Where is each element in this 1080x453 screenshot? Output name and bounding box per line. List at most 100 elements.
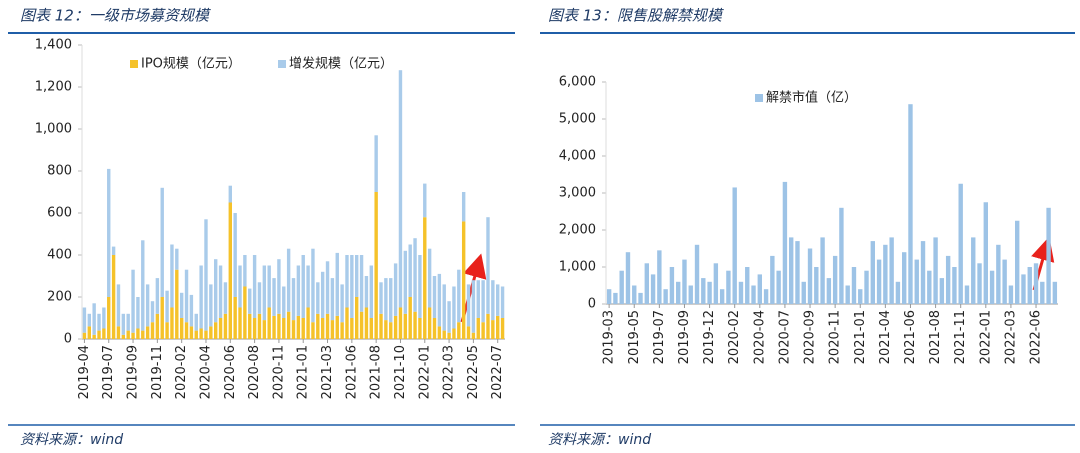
bar [228, 202, 232, 339]
x-tick-label: 2020-09 [803, 310, 818, 364]
bar [286, 248, 291, 312]
bar [807, 248, 813, 304]
bar [233, 213, 237, 297]
bar [316, 313, 320, 339]
bar [442, 284, 446, 331]
x-tick-label: 2020-02 [727, 310, 742, 364]
bar [248, 288, 252, 314]
bar [751, 285, 756, 304]
bar [496, 284, 500, 316]
bar [87, 313, 91, 327]
legend-label: IPO规模（亿元） [141, 57, 241, 72]
bar [851, 267, 857, 304]
x-tick-label: 2021-10 [393, 345, 408, 399]
bar [369, 265, 373, 318]
bar [389, 322, 393, 339]
bar [126, 313, 130, 331]
bar [452, 328, 456, 339]
x-tick-label: 2020-06 [223, 345, 238, 399]
bar [461, 192, 466, 222]
bar [252, 318, 257, 339]
bar [650, 274, 656, 304]
bar [858, 289, 863, 304]
x-tick-label: 2020-02 [174, 345, 189, 399]
bar [204, 219, 208, 331]
bar [82, 307, 87, 333]
bar [272, 315, 276, 339]
bar [1002, 259, 1007, 304]
y-tick-label: 200 [47, 290, 72, 305]
bar [345, 255, 349, 308]
bar [901, 252, 907, 304]
bar [379, 313, 383, 339]
bar [267, 307, 271, 339]
bar [1033, 263, 1039, 304]
bar [820, 237, 825, 304]
bar [170, 244, 174, 308]
y-tick-label: 400 [47, 248, 72, 263]
bar [496, 315, 500, 339]
bar [238, 307, 242, 339]
bar [442, 330, 446, 339]
bar [355, 297, 359, 339]
bar [179, 292, 184, 318]
bar [814, 267, 819, 304]
bar [116, 284, 121, 327]
bar [413, 311, 417, 339]
bar [638, 292, 643, 304]
bar [145, 284, 150, 327]
bar [457, 322, 461, 339]
bar [933, 237, 938, 304]
bar [983, 202, 989, 304]
bar [466, 326, 471, 339]
bar [257, 282, 262, 314]
x-tick-label: 2022-01 [417, 345, 432, 399]
bar [476, 280, 480, 318]
bar [296, 265, 301, 316]
bar [669, 267, 675, 304]
bar [291, 320, 296, 339]
bar [927, 270, 932, 304]
x-tick-label: 2019-04 [77, 345, 92, 399]
bar [257, 313, 262, 339]
bar [895, 281, 901, 304]
bar [389, 278, 393, 323]
bar [175, 269, 179, 339]
bar [214, 259, 218, 323]
bar [311, 322, 315, 339]
x-tick-label: 2022-05 [466, 345, 481, 399]
x-tick-label: 2021-08 [928, 310, 943, 364]
bar [625, 252, 631, 304]
x-tick-label: 2021-03 [320, 345, 335, 399]
bar [839, 207, 844, 304]
bar [782, 181, 788, 304]
bar [374, 192, 378, 339]
bar [335, 315, 339, 339]
bar [606, 289, 612, 304]
bar [914, 259, 919, 304]
bar [374, 135, 378, 192]
bar [364, 307, 369, 339]
bar [116, 326, 121, 339]
bar [500, 286, 505, 318]
bar [107, 168, 111, 297]
bar [92, 334, 96, 339]
bar [306, 307, 310, 339]
bar [282, 318, 286, 339]
y-tick-label: 0 [64, 332, 72, 347]
x-tick-label: 2022-06 [1029, 310, 1044, 364]
bar [369, 318, 373, 339]
bar [427, 248, 432, 308]
bar [613, 292, 618, 304]
x-tick-label: 2021-06 [903, 310, 918, 364]
bar [141, 240, 145, 331]
bar [732, 187, 737, 304]
bar [945, 255, 951, 304]
x-tick-label: 2019-12 [702, 310, 717, 364]
bar [136, 328, 140, 339]
chart-title: 图表 12：一级市场募资规模 [20, 7, 212, 25]
bar [694, 244, 700, 304]
bar [713, 263, 719, 304]
bar [243, 286, 247, 339]
y-tick-label: 5,000 [559, 112, 596, 127]
